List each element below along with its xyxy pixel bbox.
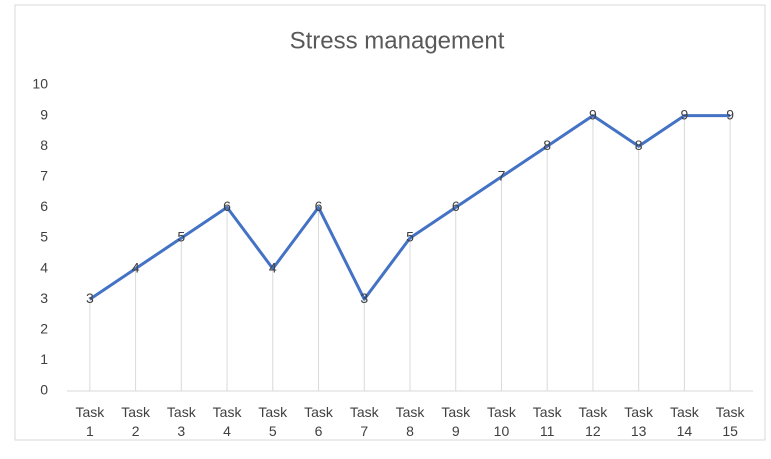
x-tick-label: Task 15 [715,404,745,439]
x-tick-label: Task 9 [441,404,471,439]
y-tick-label: 2 [40,321,48,337]
x-tick-label: Task 12 [578,404,608,439]
y-tick-label: 9 [40,106,48,122]
y-tick-label: 8 [40,137,48,153]
data-label: 9 [589,106,597,122]
x-tick-label: Task 6 [304,404,333,439]
data-label: 9 [726,106,734,122]
x-tick-label: Task 4 [212,404,242,439]
x-tick-label: Task 13 [624,404,654,439]
y-tick-label: 5 [40,229,48,245]
data-label: 6 [223,198,231,214]
x-tick-label: Task 7 [349,404,379,439]
data-label: 5 [406,229,414,245]
data-label: 8 [543,137,551,153]
data-label: 6 [452,198,460,214]
y-tick-label: 3 [40,290,48,306]
y-tick-label: 4 [40,259,48,275]
data-label: 3 [86,290,94,306]
chart-title: Stress management [290,27,505,54]
y-tick-label: 10 [32,76,48,92]
y-tick-label: 7 [40,168,48,184]
x-tick-label: Task 5 [258,404,288,439]
y-tick-label: 0 [40,382,48,398]
chart-border [14,4,766,441]
y-tick-label: 6 [40,198,48,214]
data-label: 4 [132,259,140,275]
x-tick-label: Task 10 [487,404,516,439]
data-label: 7 [498,168,506,184]
x-tick-label: Task 14 [669,404,699,439]
data-line [89,114,731,301]
data-label: 9 [681,106,689,122]
data-label: 8 [635,137,643,153]
x-tick-label: Task 11 [532,404,562,439]
x-tick-label: Task 1 [75,404,105,439]
data-label: 5 [177,229,185,245]
data-label: 4 [269,259,277,275]
x-tick-label: Task 2 [121,404,150,439]
x-tick-label: Task 8 [395,404,425,439]
data-label: 6 [315,198,323,214]
y-tick-label: 1 [40,351,48,367]
x-tick-label: Task 3 [166,404,196,439]
data-label: 3 [360,290,368,306]
